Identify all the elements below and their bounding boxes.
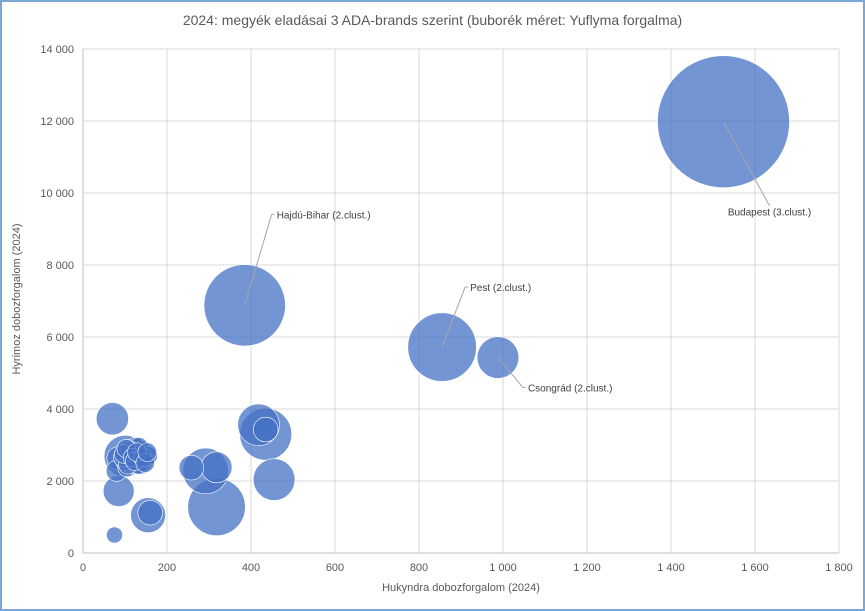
y-tick-label: 12 000 [40,116,74,128]
x-tick-label: 1 200 [573,562,601,574]
data-label: Pest (2.clust.) [470,283,531,294]
bubble [178,455,205,481]
data-label: Csongrád (2.clust.) [528,384,612,395]
leader-line [497,357,524,388]
x-tick-label: 800 [410,562,428,574]
x-tick-label: 400 [242,562,260,574]
bubble [95,402,129,436]
y-tick-label: 4 000 [46,404,74,416]
x-tick-label: 1 400 [657,562,685,574]
x-tick-label: 1 800 [825,562,853,574]
bubble [106,526,123,544]
leader-line [441,286,466,348]
x-tick-label: 0 [80,562,86,574]
data-label: Budapest (3.clust.) [728,208,811,219]
y-tick-label: 2 000 [46,476,74,488]
bubble [137,500,163,526]
x-tick-label: 600 [326,562,344,574]
y-tick-label: 0 [68,548,74,560]
bubble [137,442,157,462]
bubble [252,458,296,501]
x-tick-label: 200 [158,562,176,574]
chart-title: 2024: megyék eladásai 3 ADA-brands szeri… [182,12,683,28]
x-tick-label: 1 000 [489,562,517,574]
y-tick-label: 14 000 [40,44,74,56]
y-tick-label: 10 000 [40,188,74,200]
y-axis-label: Hyrimoz dobozforgalom (2024) [11,223,23,375]
bubble [253,416,279,443]
y-tick-label: 6 000 [46,332,74,344]
data-label: Hajdú-Bihar (2.clust.) [277,210,371,221]
leader-line [723,121,770,206]
x-tick-label: 1 600 [741,562,769,574]
x-axis-label: Hukyndra dobozforgalom (2024) [382,582,540,594]
bubble [200,451,233,484]
leader-line [244,214,273,306]
y-tick-label: 8 000 [46,260,74,272]
